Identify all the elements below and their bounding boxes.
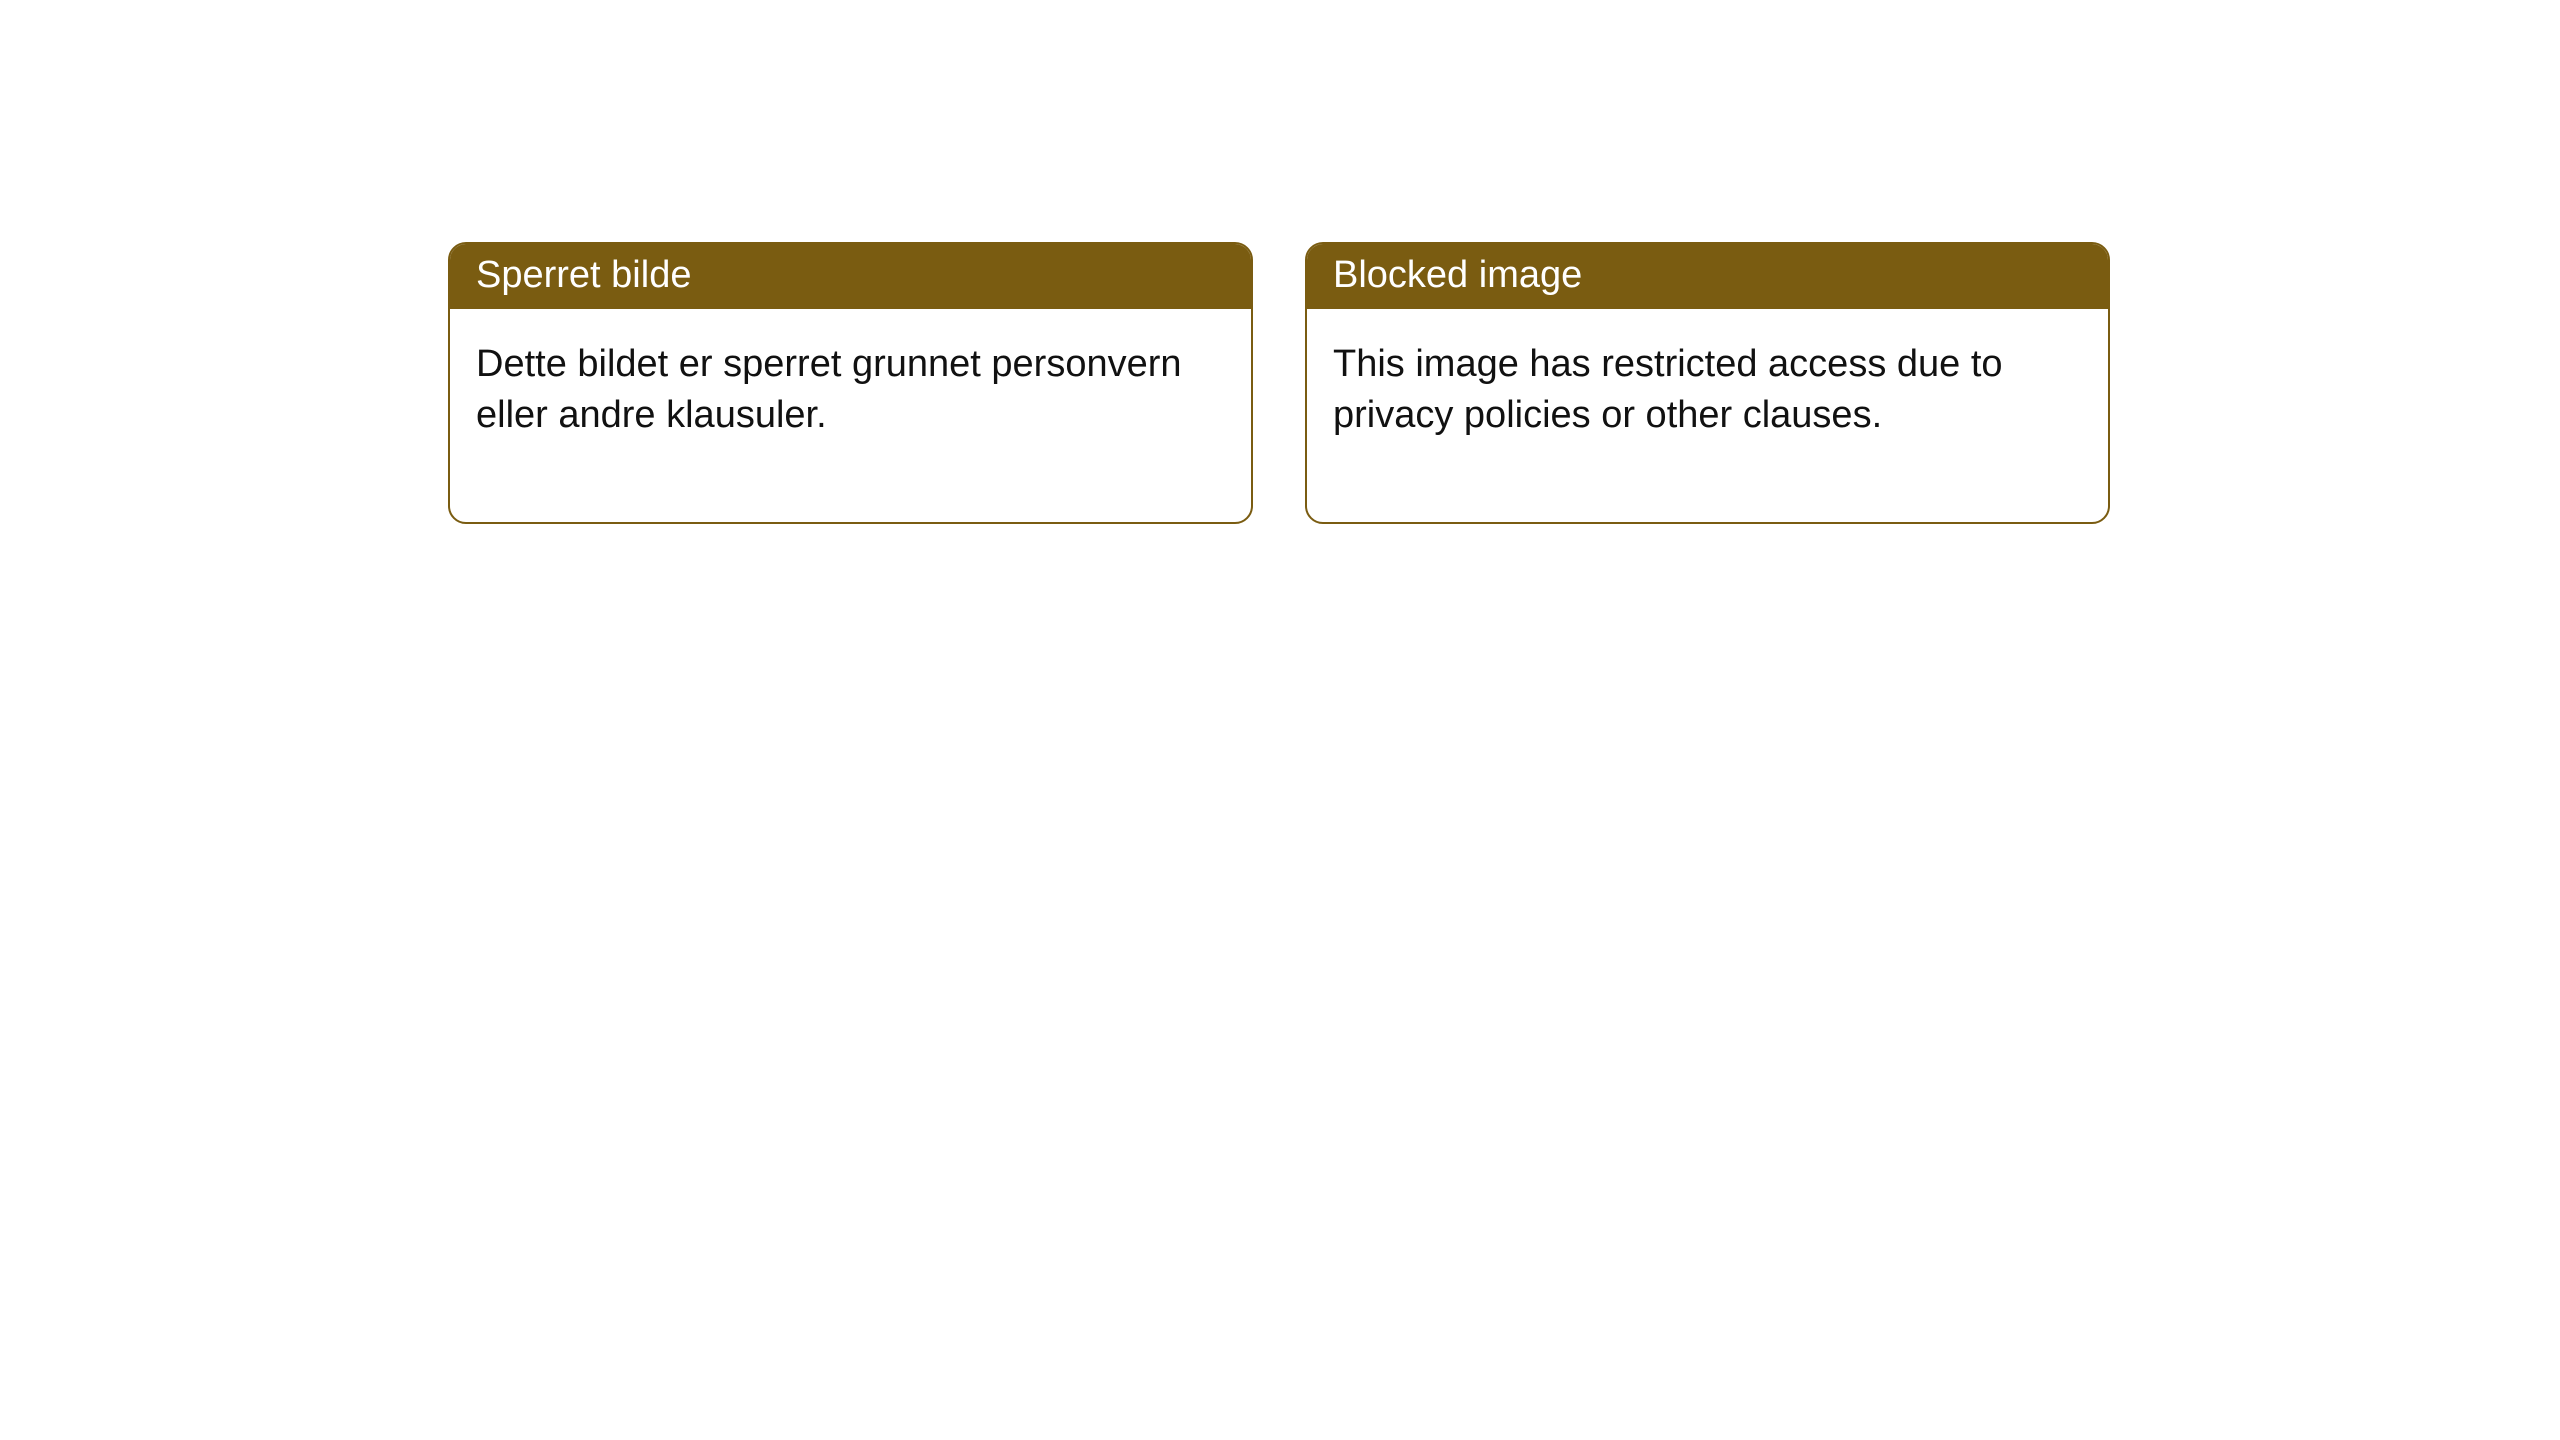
- notice-container: Sperret bilde Dette bildet er sperret gr…: [0, 0, 2560, 524]
- notice-body-english: This image has restricted access due to …: [1307, 309, 2108, 522]
- notice-card-english: Blocked image This image has restricted …: [1305, 242, 2110, 524]
- notice-title: Sperret bilde: [476, 254, 691, 296]
- notice-body-norwegian: Dette bildet er sperret grunnet personve…: [450, 309, 1251, 522]
- notice-message: This image has restricted access due to …: [1333, 343, 2003, 436]
- notice-header-norwegian: Sperret bilde: [450, 244, 1251, 309]
- notice-message: Dette bildet er sperret grunnet personve…: [476, 343, 1182, 436]
- notice-header-english: Blocked image: [1307, 244, 2108, 309]
- notice-card-norwegian: Sperret bilde Dette bildet er sperret gr…: [448, 242, 1253, 524]
- notice-title: Blocked image: [1333, 254, 1582, 296]
